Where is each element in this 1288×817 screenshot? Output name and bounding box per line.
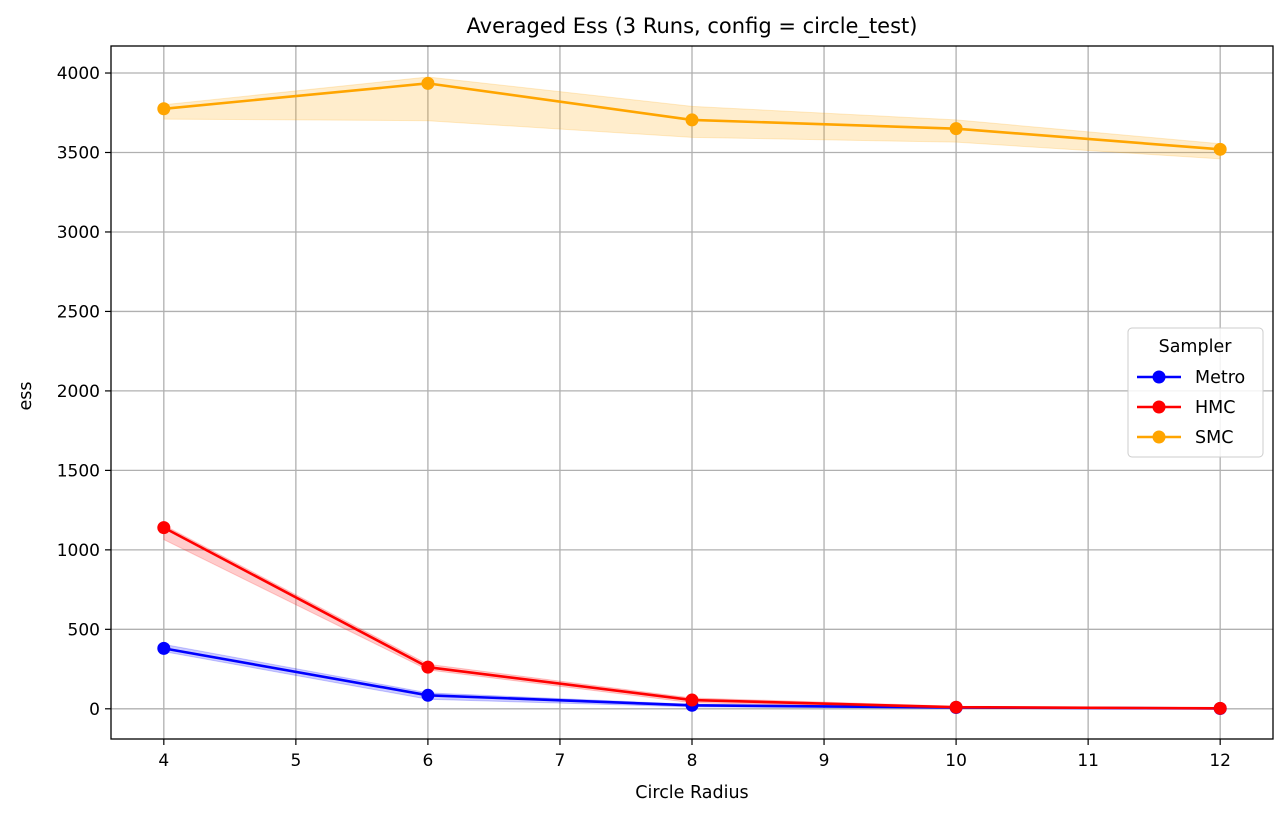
y-axis-ticks: 0 500 1000 1500 2000 2500 3000 3500 4000 xyxy=(57,64,111,720)
legend-label: HMC xyxy=(1195,398,1235,418)
x-axis-ticks: 4 5 6 7 8 9 10 11 12 xyxy=(158,739,1231,771)
hmc-point xyxy=(949,700,963,714)
chart-title: Averaged Ess (3 Runs, config = circle_te… xyxy=(467,14,918,39)
smc-point xyxy=(949,122,963,136)
y-tick-label: 2000 xyxy=(57,382,100,402)
legend-item-hmc: HMC xyxy=(1137,398,1235,418)
y-axis-label: ess xyxy=(16,381,36,410)
x-axis-label: Circle Radius xyxy=(635,783,748,803)
legend-items: Metro HMC SMC xyxy=(1137,368,1245,448)
y-tick-label: 1000 xyxy=(57,541,100,561)
y-tick-label: 1500 xyxy=(57,461,100,481)
x-tick-label: 4 xyxy=(158,751,169,771)
hmc-point xyxy=(1213,701,1227,715)
x-tick-label: 9 xyxy=(819,751,830,771)
hmc-point xyxy=(421,660,435,674)
legend-box xyxy=(1127,327,1264,458)
x-tick-label: 6 xyxy=(422,751,433,771)
y-tick-label: 4000 xyxy=(57,64,100,84)
y-tick-label: 2500 xyxy=(57,302,100,322)
y-tick-label: 500 xyxy=(68,620,100,640)
y-tick-label: 0 xyxy=(89,700,100,720)
smc-point xyxy=(685,113,699,127)
smc-point xyxy=(1213,142,1227,156)
data-points xyxy=(157,76,1227,715)
legend-swatch-marker xyxy=(1152,370,1166,384)
legend-swatch-marker xyxy=(1152,400,1166,414)
legend: Sampler Metro HMC SMC xyxy=(1127,327,1264,458)
smc-point xyxy=(157,102,171,116)
x-tick-label: 12 xyxy=(1209,751,1231,771)
legend-title: Sampler xyxy=(1159,337,1233,357)
legend-item-metro: Metro xyxy=(1137,368,1245,388)
smc-point xyxy=(421,76,435,90)
legend-swatch-marker xyxy=(1152,430,1166,444)
legend-label: Metro xyxy=(1195,368,1245,388)
x-tick-label: 7 xyxy=(555,751,566,771)
y-tick-label: 3500 xyxy=(57,143,100,163)
x-tick-label: 10 xyxy=(945,751,967,771)
x-tick-label: 8 xyxy=(687,751,698,771)
x-tick-label: 11 xyxy=(1077,751,1099,771)
x-tick-label: 5 xyxy=(290,751,301,771)
y-tick-label: 3000 xyxy=(57,223,100,243)
metro-point xyxy=(157,641,171,655)
metro-point xyxy=(421,688,435,702)
legend-item-smc: SMC xyxy=(1137,428,1233,448)
hmc-point xyxy=(685,693,699,707)
legend-label: SMC xyxy=(1195,428,1233,448)
hmc-point xyxy=(157,521,171,535)
